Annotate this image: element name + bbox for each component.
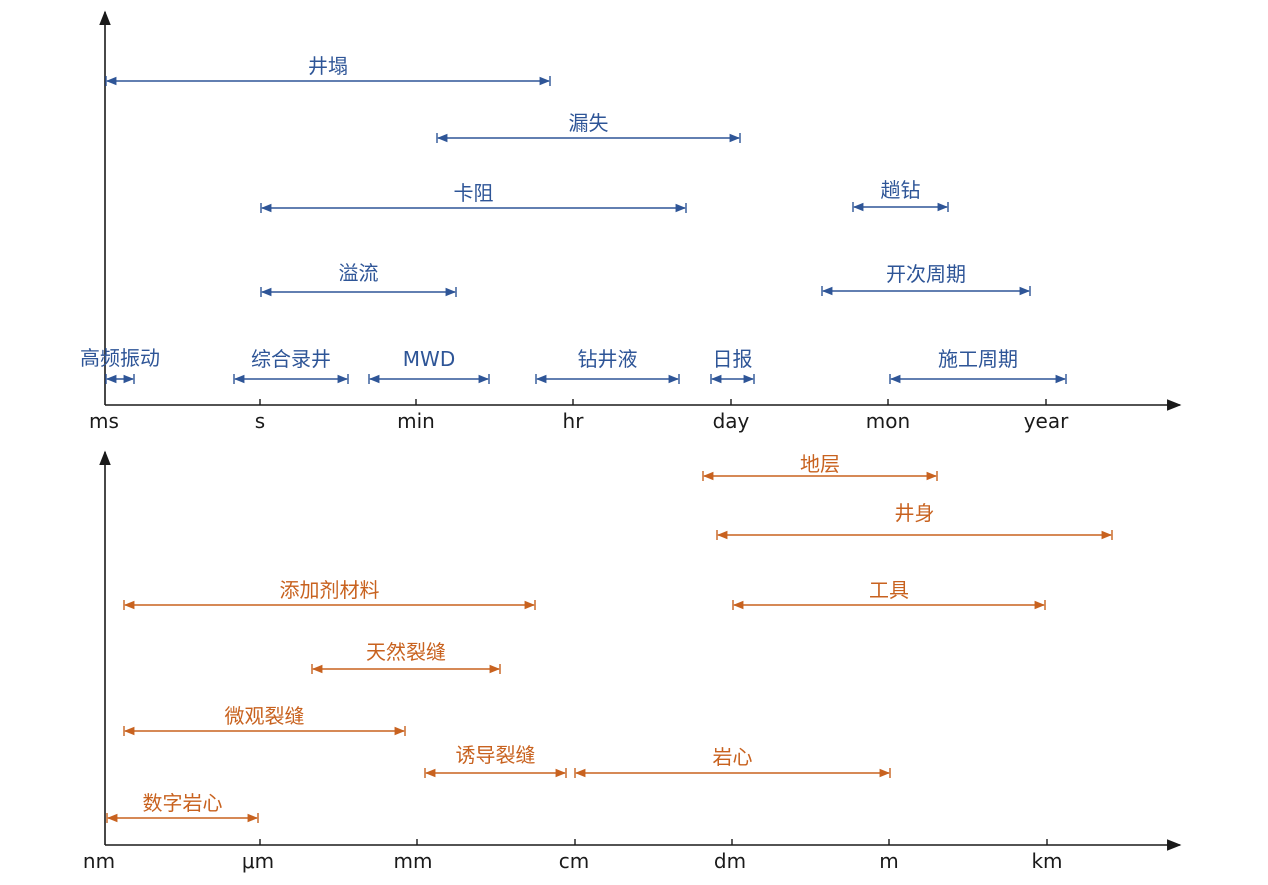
time-range-label: 卡阻 [454,181,494,205]
time-range-label: MWD [403,347,455,371]
space-range: 微观裂缝 [123,704,406,736]
space-range-label: 地层 [800,452,840,476]
space-range: 工具 [732,578,1046,610]
time-tick-label-mon: mon [866,409,910,433]
space-range: 天然裂缝 [311,640,501,674]
space-range-label: 添加剂材料 [280,578,380,602]
time-tick-label-ms: ms [89,409,119,433]
time-range: 井塌 [105,54,551,86]
time-tick-label-day: day [713,409,750,433]
time-range: 日报 [710,347,755,384]
space-range-label: 微观裂缝 [225,704,305,728]
space-range-label: 天然裂缝 [366,640,446,664]
space-range-label: 工具 [869,578,909,602]
time-range: 施工周期 [889,347,1067,384]
space-tick-label-mm: mm [394,849,433,873]
time-range: 趟钻 [852,178,949,212]
time-range: 卡阻 [260,181,687,213]
time-range: 钻井液 [535,347,680,384]
space-range-label: 岩心 [713,745,753,769]
time-range-label: 施工周期 [938,347,1018,371]
time-range: 溢流 [260,261,457,297]
space-tick-label-um: μm [242,849,274,873]
space-tick-label-km: km [1031,849,1062,873]
time-range-label: 综合录井 [251,347,331,371]
time-range-label: 溢流 [339,261,379,285]
time-range-label: 漏失 [569,111,609,135]
space-range: 岩心 [574,745,891,778]
time-range: MWD [368,347,490,384]
time-range-label: 开次周期 [886,262,966,286]
space-range: 数字岩心 [106,791,259,823]
space-range-label: 数字岩心 [143,791,223,815]
space-range-label: 井身 [895,501,935,525]
space-range: 添加剂材料 [123,578,536,610]
space-tick-label-m: m [879,849,898,873]
time-range-label: 钻井液 [578,347,638,371]
time-range: 高频振动 [80,346,160,384]
time-range-label: 井塌 [308,54,348,78]
space-range-label: 诱导裂缝 [456,743,536,767]
space-tick-label-nm: nm [83,849,115,873]
time-range: 综合录井 [233,347,349,384]
time-tick-label-s: s [255,409,265,433]
space-range: 井身 [716,501,1113,540]
time-range: 漏失 [436,111,741,143]
time-range: 开次周期 [821,262,1031,296]
time-range-label: 趟钻 [881,178,921,202]
space-range: 地层 [702,452,938,481]
space-ticks: nm μm mm cm dm m km [83,839,1063,873]
time-range-label: 日报 [713,347,753,371]
space-range: 诱导裂缝 [424,743,567,778]
time-ticks: ms s min hr day mon year [89,399,1069,433]
time-tick-label-hr: hr [563,409,585,433]
time-tick-label-min: min [397,409,435,433]
space-tick-label-dm: dm [714,849,746,873]
time-tick-label-year: year [1024,409,1069,433]
time-range-label: 高频振动 [80,346,160,370]
space-tick-label-cm: cm [559,849,589,873]
